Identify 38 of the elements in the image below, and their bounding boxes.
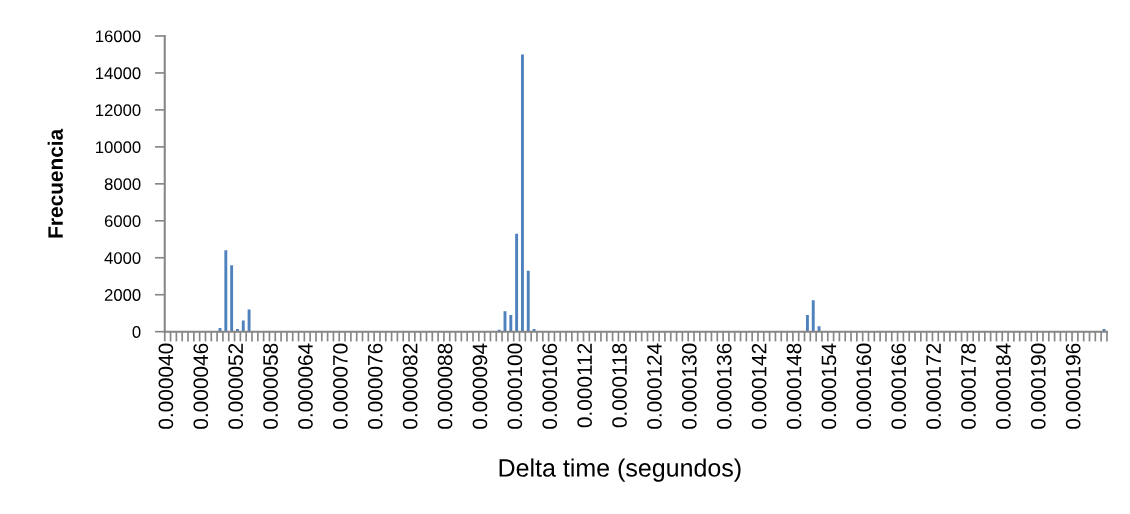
x-tick-label: 0.000124 [647, 343, 662, 429]
x-tick-label: 0.000196 [1065, 343, 1081, 429]
x-tick-label: 0.000184 [996, 343, 1011, 429]
x-tick-label: 0.000094 [472, 343, 488, 429]
y-axis-title: Frecuencia [47, 128, 63, 238]
x-tick-label: 0.000166 [891, 343, 907, 429]
y-tick-label: 8000 [104, 178, 141, 191]
x-tick-label: 0.000154 [821, 343, 837, 429]
x-tick-label: 0.000046 [193, 343, 209, 429]
y-tick-label: 16000 [96, 30, 141, 43]
x-tick-label: 0.000160 [856, 343, 872, 429]
y-tick-label: 0 [132, 326, 141, 338]
x-tick-label: 0.000148 [786, 343, 802, 429]
x-tick-label: 0.000106 [542, 343, 558, 429]
x-tick-label: 0.000142 [751, 343, 767, 429]
x-tick-label: 0.000100 [507, 343, 523, 429]
x-tick-label: 0.000088 [437, 343, 453, 429]
x-tick-label: 0.000064 [298, 343, 313, 429]
x-tick-label: 0.000076 [367, 343, 383, 429]
x-tick-label: 0.000112 [577, 343, 593, 428]
x-tick-label: 0.000190 [1030, 343, 1046, 429]
x-tick-label: 0.000178 [961, 343, 976, 429]
y-tick-label: 6000 [104, 215, 141, 227]
x-tick-label: 0.000052 [228, 343, 244, 429]
x-tick-label: 0.000082 [402, 343, 418, 429]
y-tick-label: 2000 [104, 289, 141, 301]
x-tick-label: 0.000070 [332, 343, 348, 429]
x-tick-label: 0.000118 [612, 343, 627, 428]
x-tick-label: 0.000172 [926, 343, 941, 429]
y-tick-label: 4000 [104, 252, 141, 264]
x-tick-label: 0.000136 [716, 343, 732, 429]
x-tick-label: 0.000058 [263, 343, 278, 429]
x-axis-title: Delta time (segundos) [499, 458, 741, 482]
x-tick-label: 0.000130 [681, 343, 697, 429]
y-tick-label: 14000 [96, 67, 141, 80]
y-tick-label: 10000 [96, 141, 141, 154]
y-tick-label: 12000 [96, 104, 141, 117]
x-tick-label: 0.000040 [158, 343, 174, 429]
